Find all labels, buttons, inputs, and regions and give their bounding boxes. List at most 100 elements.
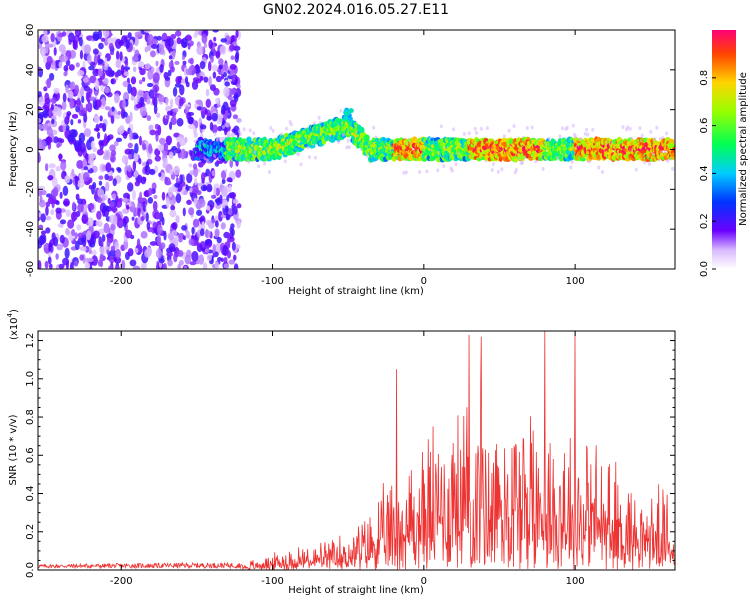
- halo-cell: [436, 168, 440, 173]
- noise-cell: [77, 236, 85, 246]
- halo-cell: [289, 122, 293, 127]
- noise-cell: [45, 215, 52, 221]
- halo-cell: [450, 168, 454, 173]
- halo-cell: [638, 126, 642, 131]
- noise-cell: [134, 142, 139, 154]
- halo-cell: [283, 159, 287, 164]
- noise-cell: [230, 55, 235, 60]
- noise-cell: [134, 49, 140, 57]
- noise-cell: [191, 250, 199, 262]
- y-tick-label: -20: [25, 181, 36, 197]
- noise-cell: [226, 238, 231, 249]
- noise-cell: [57, 107, 62, 118]
- noise-cell: [82, 171, 90, 182]
- noise-cell: [53, 136, 59, 144]
- noise-cell: [175, 176, 179, 185]
- noise-cell: [211, 219, 216, 224]
- noise-cell: [183, 190, 188, 196]
- noise-cell: [98, 42, 104, 50]
- noise-cell: [182, 235, 186, 241]
- noise-cell: [197, 182, 203, 187]
- noise-cell: [182, 60, 187, 65]
- noise-cell: [187, 42, 191, 50]
- noise-cell: [51, 118, 55, 125]
- noise-cell: [193, 131, 198, 138]
- noise-cell: [63, 71, 68, 77]
- noise-cell: [110, 70, 115, 77]
- halo-cell: [640, 133, 644, 138]
- noise-cell: [137, 61, 145, 68]
- noise-cell: [45, 205, 49, 216]
- halo-cell: [514, 167, 518, 172]
- noise-cell: [125, 115, 131, 124]
- noise-cell: [205, 98, 211, 108]
- noise-cell: [140, 231, 148, 239]
- noise-cell: [148, 89, 155, 99]
- noise-cell: [38, 152, 41, 163]
- noise-cell: [88, 184, 93, 190]
- noise-cell: [221, 186, 228, 197]
- noise-cell: [114, 248, 122, 259]
- noise-cell: [149, 50, 156, 58]
- noise-cell: [168, 243, 176, 252]
- halo-cell: [238, 131, 242, 136]
- noise-cell: [69, 262, 74, 269]
- noise-cell: [194, 120, 199, 129]
- noise-cell: [96, 131, 101, 140]
- noise-cell: [200, 172, 206, 182]
- halo-cell: [586, 132, 590, 137]
- noise-cell: [158, 258, 165, 264]
- noise-cell: [161, 191, 166, 201]
- noise-cell: [103, 77, 109, 85]
- spectrogram-cells: [38, 30, 675, 269]
- noise-cell: [52, 186, 59, 198]
- noise-cell: [230, 223, 235, 229]
- noise-cell: [48, 263, 53, 269]
- noise-cell: [38, 96, 45, 106]
- noise-cell: [92, 230, 100, 239]
- noise-cell: [176, 37, 182, 45]
- noise-cell: [44, 260, 49, 269]
- noise-cell: [164, 180, 172, 186]
- noise-cell: [188, 124, 195, 130]
- noise-cell: [172, 107, 179, 113]
- noise-cell: [223, 62, 229, 73]
- noise-cell: [185, 230, 190, 239]
- noise-cell: [169, 200, 174, 206]
- noise-cell: [211, 112, 218, 122]
- snr-y-label: SNR (10 * v/v): [8, 414, 19, 485]
- noise-cell: [144, 63, 151, 70]
- noise-cell: [140, 176, 147, 185]
- noise-cell: [205, 205, 211, 211]
- noise-cell: [170, 33, 177, 40]
- noise-cell: [102, 30, 110, 38]
- halo-cell: [671, 166, 675, 171]
- noise-cell: [149, 241, 158, 246]
- noise-cell: [132, 265, 141, 269]
- noise-cell: [224, 81, 231, 87]
- colorbar-ticks: 0.0 0.2 0.4 0.6 0.8: [699, 70, 716, 277]
- halo-cell: [222, 125, 226, 130]
- noise-cell: [77, 198, 83, 205]
- noise-cell: [215, 203, 222, 210]
- noise-cell: [93, 115, 100, 124]
- noise-cell: [40, 230, 47, 235]
- noise-cell: [194, 177, 198, 186]
- halo-cell: [649, 129, 653, 134]
- noise-cell: [79, 49, 84, 60]
- noise-cell: [47, 256, 52, 265]
- noise-cell: [87, 203, 95, 211]
- noise-cell: [201, 220, 205, 231]
- noise-cell: [219, 45, 227, 55]
- noise-cell: [122, 216, 129, 225]
- noise-cell: [51, 176, 58, 188]
- noise-cell: [63, 198, 70, 207]
- noise-cell: [186, 173, 193, 184]
- noise-cell: [164, 76, 171, 81]
- y-tick-label: 0.8: [25, 409, 36, 425]
- noise-cell: [141, 143, 147, 151]
- noise-cell: [82, 246, 87, 252]
- noise-cell: [44, 92, 50, 102]
- noise-cell: [228, 184, 232, 194]
- noise-cell: [227, 95, 233, 101]
